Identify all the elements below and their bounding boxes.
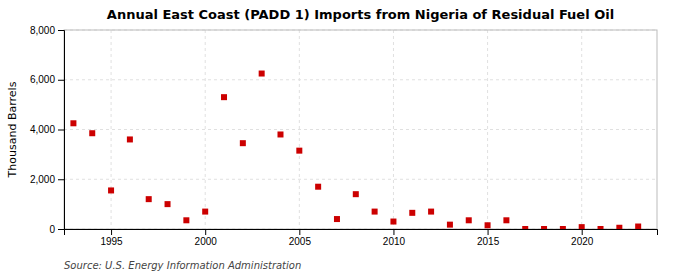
y-tick-label: 2,000 (30, 174, 55, 185)
point (560, 226, 566, 229)
point (616, 225, 622, 229)
point (202, 209, 208, 215)
point (635, 224, 641, 229)
y-tick-mark (58, 179, 64, 180)
y-tick-label: 4,000 (30, 124, 55, 135)
y-tick-label: 0 (49, 224, 55, 235)
grid-line-y (64, 79, 657, 80)
point (428, 209, 434, 215)
y-tick-mark (58, 30, 64, 31)
x-tick: 2010 (383, 229, 406, 247)
x-tick: 1995 (100, 229, 123, 247)
x-tick: 2020 (571, 229, 594, 247)
plot-frame (64, 30, 657, 229)
grid (64, 30, 657, 229)
point (127, 136, 133, 142)
x-tick-label: 2005 (289, 236, 312, 247)
y-tick-mark (58, 229, 64, 230)
point (503, 217, 509, 223)
y-tick: 4,000 (30, 124, 64, 135)
point (541, 226, 547, 229)
point (466, 217, 472, 223)
x-tick-mark (299, 229, 300, 235)
point (522, 226, 528, 229)
point (353, 191, 359, 197)
y-tick: 8,000 (30, 25, 64, 36)
point (598, 226, 604, 229)
point (221, 94, 227, 100)
point (372, 209, 378, 215)
x-tick-label: 2020 (571, 236, 594, 247)
x-tick: 2015 (477, 229, 500, 247)
source-note: Source: U.S. Energy Information Administ… (64, 260, 301, 271)
y-tick-mark (58, 130, 64, 131)
point (70, 120, 76, 126)
point (409, 210, 415, 216)
x-tick-mark (582, 229, 583, 235)
x-axis: 1995 2000 2005 2010 2015 2020 (65, 229, 658, 247)
point (390, 219, 396, 225)
grid-line-x (111, 30, 112, 229)
points (70, 71, 641, 229)
y-tick-mark (58, 80, 64, 81)
title: Annual East Coast (PADD 1) Imports from … (107, 7, 614, 22)
point (485, 222, 491, 228)
point (334, 216, 340, 222)
x-tick-label: 1995 (100, 236, 123, 247)
point (240, 140, 246, 146)
y-axis-title: Thousand Barrels (6, 81, 19, 178)
y-tick: 6,000 (30, 74, 64, 85)
point (183, 217, 189, 223)
point (277, 131, 283, 137)
point (259, 71, 265, 77)
grid-line-x (393, 30, 394, 229)
y-tick-label: 6,000 (30, 74, 55, 85)
point (146, 196, 152, 202)
x-tick-mark (111, 229, 112, 235)
grid-line-y (64, 179, 657, 180)
grid-line-x (487, 30, 488, 229)
point (579, 224, 585, 229)
x-axis-line (65, 230, 658, 236)
x-tick: 2000 (195, 229, 218, 247)
point (89, 130, 95, 136)
point (296, 148, 302, 154)
x-tick: 2005 (289, 229, 312, 247)
y-tick: 2,000 (30, 174, 64, 185)
y-axis-line (58, 31, 65, 230)
grid-line-y (64, 129, 657, 130)
point (315, 184, 321, 190)
point (108, 187, 114, 193)
chart: 1995 2000 2005 2010 2015 2020 0 2,000 4,000 6,000… (0, 0, 675, 275)
x-tick-label: 2010 (383, 236, 406, 247)
y-tick: 0 (49, 224, 64, 235)
point (165, 201, 171, 207)
x-tick-label: 2000 (195, 236, 218, 247)
x-tick-label: 2015 (477, 236, 500, 247)
x-tick-mark (205, 229, 206, 235)
y-tick-label: 8,000 (30, 25, 55, 36)
y-axis: 0 2,000 4,000 6,000 8,000 (30, 25, 65, 235)
x-tick-mark (488, 229, 489, 235)
plot: 1995 2000 2005 2010 2015 2020 0 2,000 4,000 6,000… (30, 25, 658, 247)
x-tick-mark (393, 229, 394, 235)
point (447, 222, 453, 228)
